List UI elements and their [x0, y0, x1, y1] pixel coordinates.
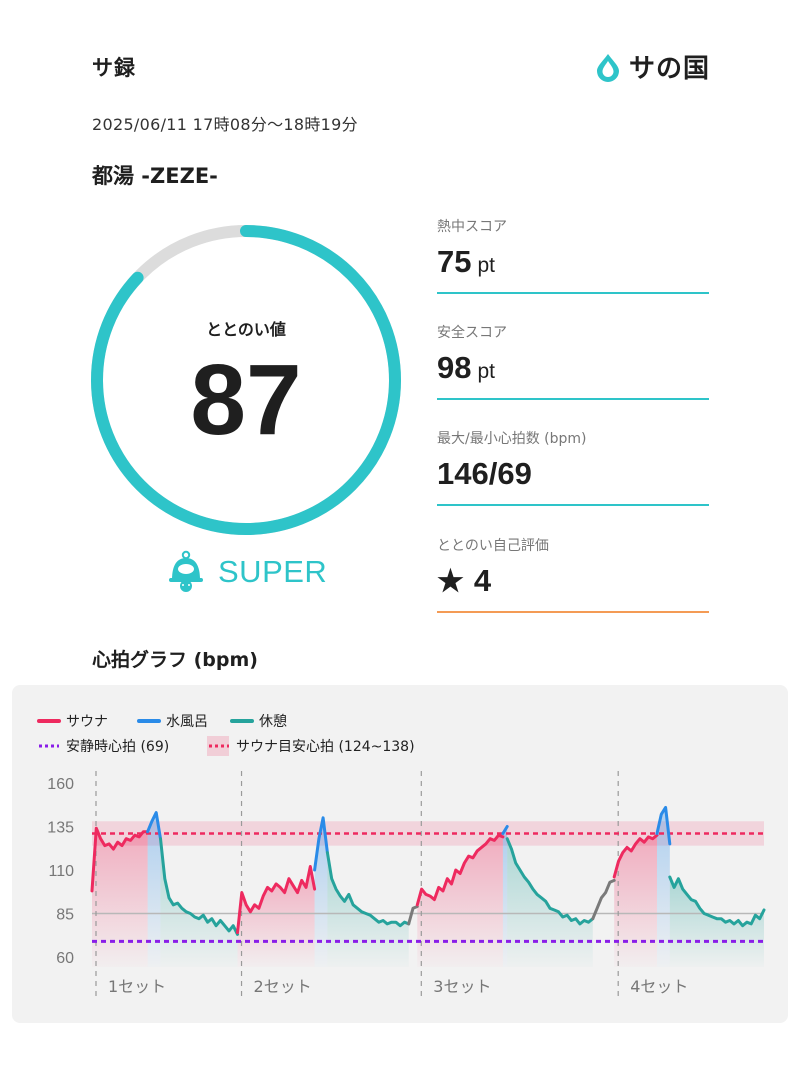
y-tick-label: 110 [48, 863, 74, 880]
sauna-line [415, 833, 505, 907]
gap-line [591, 878, 616, 921]
heart-rate-range: 最大/最小心拍数 (bpm) 146/69 [437, 428, 709, 506]
totonoi-gauge: ととのい値 87 [88, 222, 404, 538]
rest-area [160, 838, 238, 967]
app-title: サ録 [92, 56, 136, 80]
star-icon: ★ [437, 565, 464, 598]
safety-score: 安全スコア 98 pt [437, 322, 709, 400]
gauge-ring [91, 225, 401, 535]
facility-name: 都湯 -ZEZE- [92, 164, 218, 188]
cold-area [502, 826, 508, 967]
set-label: 3セット [433, 977, 491, 996]
heart-rate-chart-card: サウナ 水風呂 休憩安静時心拍 (69) サウナ目安心拍 (124~138) 160 13… [12, 685, 788, 1023]
sauna-line [90, 826, 150, 893]
gap-line [407, 905, 419, 926]
self-rating-value-row: ★ 4 [437, 563, 491, 599]
rest-line [505, 837, 595, 926]
self-rating-value: 4 [473, 563, 492, 598]
sauna-area [417, 835, 503, 967]
heat-score: 熱中スコア 75 pt [437, 216, 709, 294]
heat-score-unit: pt [477, 254, 495, 277]
logo: サの国 [593, 48, 710, 85]
totonoi-value: 87 [190, 344, 302, 456]
gauge-progress-arc [91, 225, 401, 535]
cold-line [146, 811, 162, 841]
y-tick-label: 60 [56, 950, 74, 967]
sauna-area [92, 828, 148, 967]
cold-line [501, 825, 509, 835]
session-datetime: 2025/06/11 17時08分〜18時19分 [92, 115, 358, 134]
self-rating: ととのい自己評価 ★ 4 [437, 535, 709, 613]
rest-area [669, 876, 764, 967]
self-rating-label: ととのい自己評価 [437, 538, 549, 554]
heart-rate-value: 146/69 [437, 456, 532, 491]
heat-score-label: 熱中スコア [437, 219, 507, 235]
legend-label: 休憩 [259, 713, 287, 730]
y-tick-label: 160 [47, 776, 74, 793]
safety-score-value-row: 98 pt [437, 350, 495, 386]
heat-score-value-row: 75 pt [437, 244, 495, 280]
safety-score-value: 98 [437, 350, 472, 385]
rest-line [668, 875, 766, 928]
sauna-line [236, 865, 317, 935]
set-label: 1セット [108, 977, 166, 996]
graph-title: 心拍グラフ (bpm) [92, 649, 258, 671]
water-drop-icon [597, 53, 619, 82]
logo-text: サの国 [629, 54, 711, 84]
legend-label: サウナ目安心拍 (124~138) [236, 739, 415, 755]
sauna-line [612, 833, 659, 879]
rank-text: SUPER [218, 554, 328, 589]
y-tick-label: 85 [56, 907, 74, 924]
legend-label: 水風呂 [166, 714, 208, 730]
set-label: 4セット [630, 977, 688, 996]
set-label: 2セット [254, 977, 312, 996]
totonoi-label: ととのい値 [206, 320, 286, 339]
sauna-area [614, 835, 657, 967]
legend-label: 安静時心拍 (69) [66, 739, 169, 755]
safety-score-unit: pt [477, 360, 495, 383]
cold-line [655, 805, 672, 846]
heart-rate-label: 最大/最小心拍数 (bpm) [437, 431, 587, 447]
bell-icon [169, 550, 203, 592]
rank-badge: SUPER [166, 550, 327, 594]
rest-area [327, 852, 409, 967]
rest-line [159, 837, 239, 936]
cold-line [313, 816, 329, 872]
cold-area [147, 812, 161, 967]
rest-line [325, 851, 411, 928]
cold-area [656, 807, 670, 967]
legend-label: サウナ [66, 714, 108, 730]
heat-score-value: 75 [437, 244, 472, 279]
rest-area [507, 838, 593, 967]
y-tick-label: 135 [47, 820, 74, 837]
safety-score-label: 安全スコア [437, 325, 507, 341]
